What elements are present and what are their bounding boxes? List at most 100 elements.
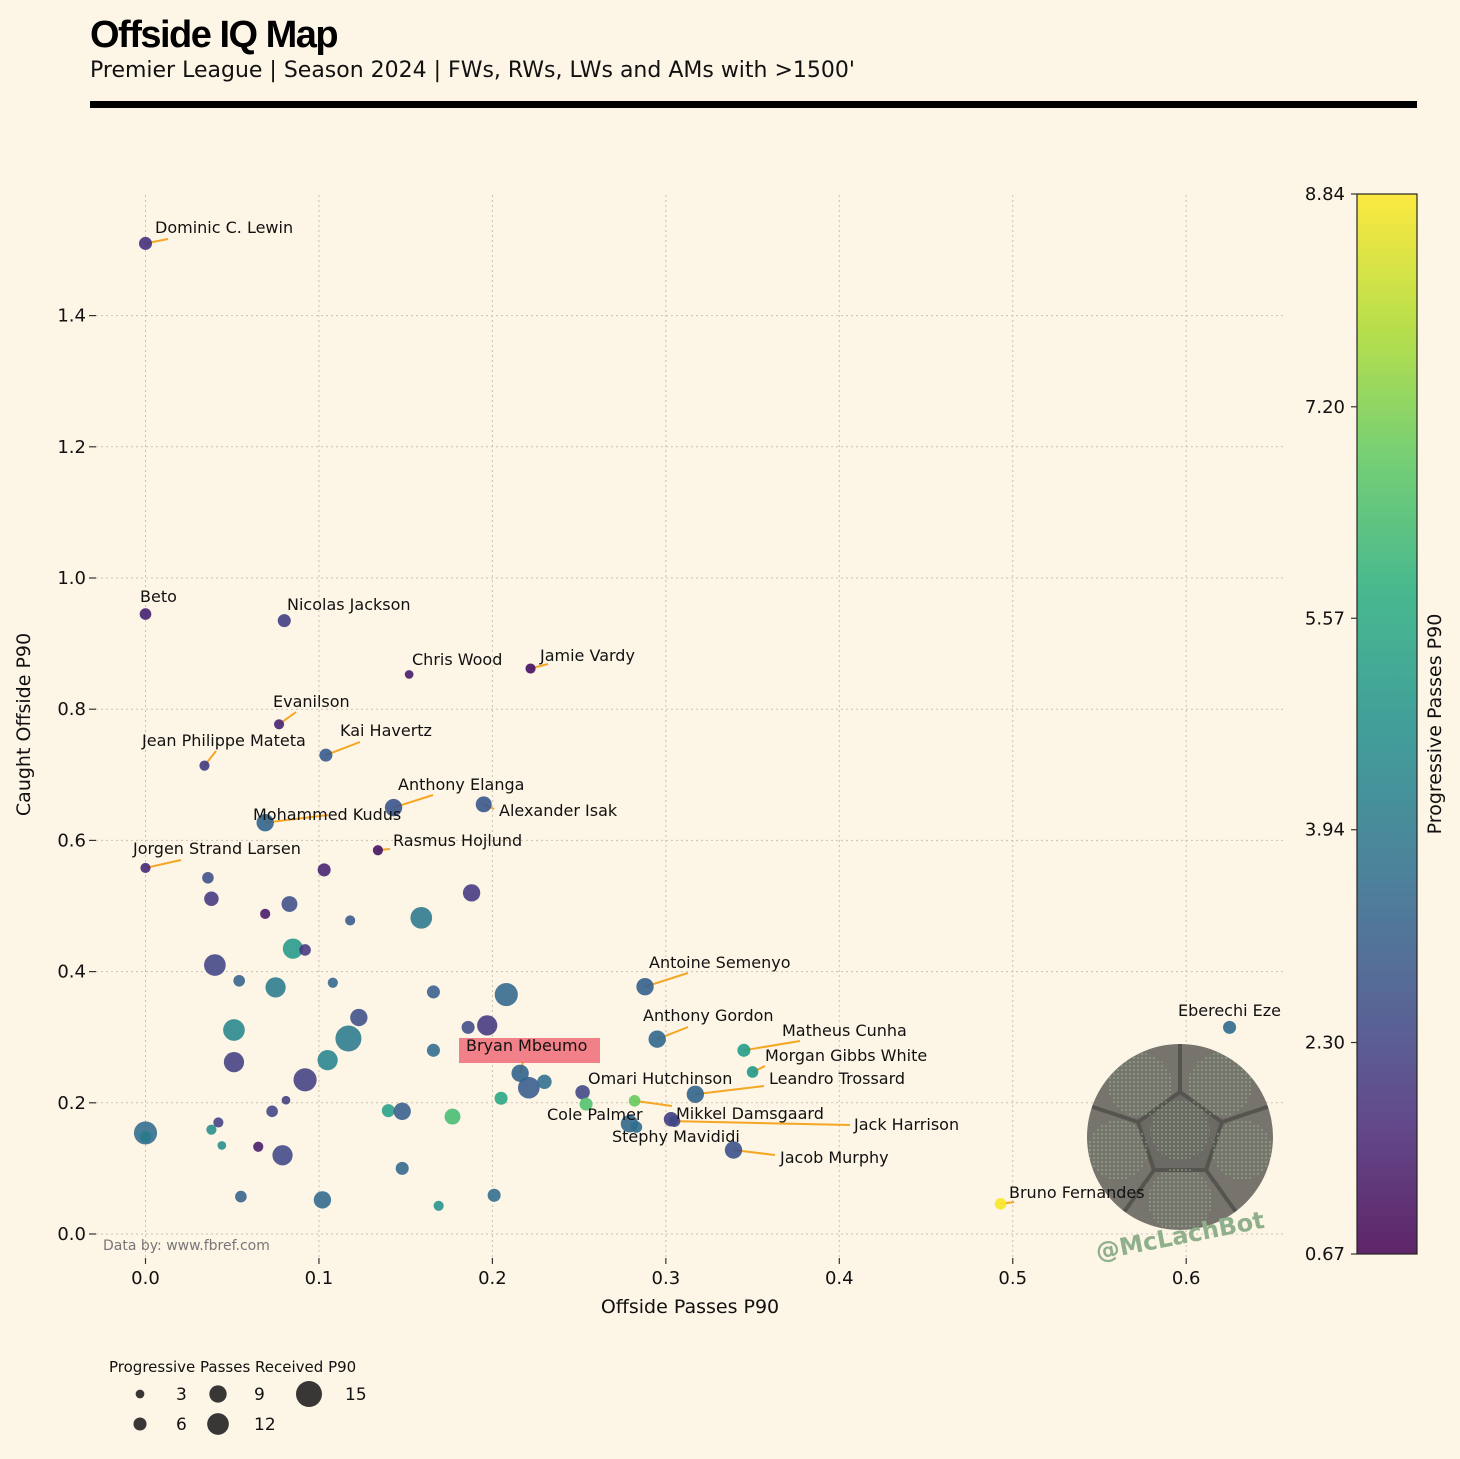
- size-legend-title: Progressive Passes Received P90: [109, 1358, 356, 1376]
- data-point: [223, 1019, 245, 1041]
- data-point: [335, 1025, 362, 1052]
- highlight-box: [459, 1038, 600, 1063]
- point-label: Alexander Isak: [499, 801, 618, 820]
- data-point: [462, 884, 481, 902]
- x-tick-label: 0.1: [305, 1268, 334, 1289]
- x-axis-label: Offside Passes P90: [601, 1296, 779, 1318]
- grid-lines: [96, 195, 1284, 1258]
- point-label: Nicolas Jackson: [287, 595, 411, 614]
- data-point: [256, 814, 274, 832]
- data-point: [686, 1085, 705, 1103]
- data-point: [265, 977, 286, 998]
- watermark-logo: @McLachBot: [1087, 1044, 1273, 1266]
- chart-subtitle: Premier League | Season 2024 | FWs, RWs,…: [90, 58, 855, 83]
- data-point: [317, 863, 331, 877]
- y-tick-label: 0.8: [57, 699, 86, 720]
- data-point: [253, 1141, 264, 1152]
- x-tick-label: 0.5: [998, 1268, 1027, 1289]
- data-point: [384, 798, 403, 817]
- data-point: [395, 1161, 409, 1175]
- y-tick-label: 1.0: [57, 568, 86, 589]
- data-point: [648, 1030, 666, 1048]
- colorbar-tick-label: 8.84: [1305, 184, 1345, 205]
- point-label: Bruno Fernandes: [1009, 1183, 1145, 1202]
- point-label: Jacob Murphy: [779, 1148, 889, 1167]
- point-label: Mikkel Damsgaard: [676, 1104, 824, 1123]
- colorbar-tick-label: 3.94: [1305, 820, 1345, 841]
- data-point: [281, 1095, 291, 1105]
- leader-line: [634, 1099, 673, 1107]
- data-point: [281, 896, 298, 912]
- point-label: Morgan Gibbs White: [765, 1046, 927, 1065]
- point-label: Leandro Trossard: [769, 1069, 905, 1088]
- point-labels: Dominic C. Lewin Beto Nicolas Jackson Chris…: [132, 218, 1281, 1202]
- colorbar: 0.67 2.30 3.94 5.57 7.20 8.84 Progressive Pas…: [1305, 184, 1446, 1265]
- colorbar-tick-label: 0.67: [1305, 1244, 1345, 1265]
- data-point: [217, 1141, 227, 1150]
- data-point: [313, 1191, 332, 1209]
- data-point: [372, 845, 384, 856]
- data-point: [299, 944, 311, 956]
- x-tick-label: 0.2: [478, 1268, 507, 1289]
- data-point: [273, 719, 285, 730]
- y-axis-label: Caught Offside P90: [13, 633, 35, 816]
- data-point: [494, 983, 518, 1007]
- point-label: Evanilson: [273, 692, 350, 711]
- data-point: [138, 236, 153, 250]
- x-tick-label: 0.0: [131, 1268, 160, 1289]
- point-label: Jamie Vardy: [539, 646, 635, 665]
- colorbar-tick-label: 2.30: [1305, 1033, 1345, 1054]
- data-point: [511, 1064, 529, 1082]
- data-point: [381, 1104, 395, 1118]
- point-label: Omari Hutchinson: [588, 1069, 732, 1088]
- point-label: Jorgen Strand Larsen: [132, 839, 301, 858]
- y-tick-label: 0.6: [57, 830, 86, 851]
- point-label: Kai Havertz: [340, 721, 432, 740]
- size-legend-label: 12: [254, 1415, 276, 1435]
- data-point: [630, 1121, 643, 1133]
- data-point: [317, 1050, 338, 1071]
- size-legend-marker: [135, 1389, 145, 1399]
- size-legend-label: 9: [254, 1385, 265, 1405]
- point-label: Rasmus Hojlund: [393, 831, 522, 850]
- data-point: [475, 796, 492, 813]
- data-point: [517, 1076, 540, 1099]
- data-point: [537, 1074, 552, 1090]
- point-label: Mohammed Kudus: [253, 805, 401, 824]
- data-point: [628, 1095, 641, 1107]
- data-point: [204, 891, 219, 907]
- data-point: [282, 938, 304, 959]
- data-point: [223, 1052, 245, 1073]
- size-legend-label: 15: [345, 1385, 367, 1405]
- point-label: Bryan Mbeumo: [466, 1036, 587, 1055]
- point-label: Dominic C. Lewin: [155, 218, 293, 237]
- leader-line: [743, 1040, 801, 1052]
- y-tick-label: 1.4: [57, 306, 86, 327]
- data-point: [266, 1105, 278, 1118]
- size-legend-marker: [296, 1381, 322, 1407]
- data-point: [404, 670, 414, 679]
- data-point: [202, 871, 214, 884]
- x-tick-label: 0.4: [825, 1268, 854, 1289]
- data-point: [319, 748, 333, 762]
- point-label: Jack Harrison: [853, 1115, 959, 1134]
- data-point: [327, 977, 338, 988]
- data-point: [668, 1115, 681, 1127]
- data-point: [139, 608, 152, 620]
- data-point: [410, 906, 433, 929]
- data-point: [433, 1200, 444, 1211]
- data-point: [477, 1015, 498, 1036]
- point-label: Beto: [140, 587, 177, 606]
- data-point: [272, 1145, 293, 1166]
- y-tick-label: 0.4: [57, 962, 86, 983]
- leader-line: [674, 1120, 851, 1126]
- leader-line: [145, 859, 182, 869]
- point-label: Stephy Mavididi: [612, 1127, 740, 1146]
- size-legend-marker: [209, 1385, 227, 1403]
- data-point: [426, 1043, 440, 1057]
- data-point: [444, 1108, 461, 1125]
- leader-line: [695, 1085, 765, 1096]
- y-tick-label: 1.2: [57, 437, 86, 458]
- data-point: [426, 985, 440, 999]
